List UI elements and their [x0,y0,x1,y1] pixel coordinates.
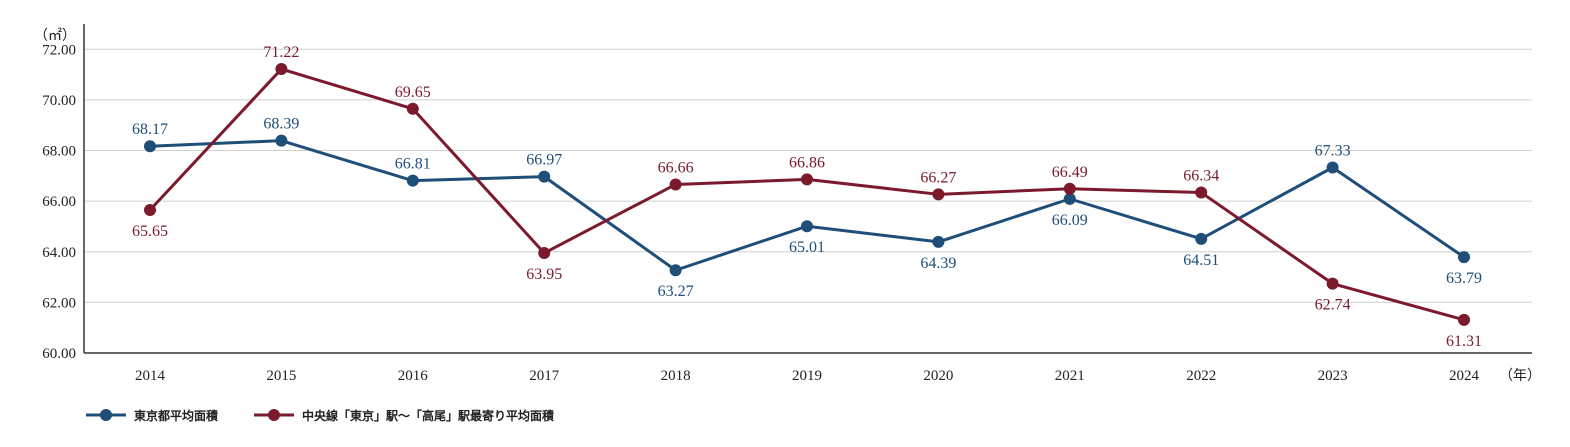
data-label-chuo-line: 66.27 [920,169,956,186]
data-label-tokyo: 68.17 [132,121,168,138]
x-tick-label: 2016 [398,368,429,384]
legend: 東京都平均面積 中央線「東京」駅〜「高尾」駅最寄り平均面積 [86,408,555,423]
x-tick-label: 2020 [923,368,953,384]
data-label-chuo-line: 71.22 [263,44,299,61]
data-point-chuo-line[interactable] [801,173,813,186]
data-point-chuo-line[interactable] [406,102,419,115]
series-line-chuo-line [148,67,1465,322]
data-label-chuo-line: 63.95 [526,266,562,283]
data-label-chuo-line: 66.34 [1183,168,1219,185]
series-group [144,63,1470,326]
data-point-chuo-line[interactable] [1326,277,1339,290]
y-tick-labels: 60.00 62.00 64.00 66.00 68.00 70.00 72.00 [42,42,76,362]
data-label-tokyo: 66.97 [526,152,562,169]
data-point-chuo-line[interactable] [1458,313,1470,326]
data-point-tokyo[interactable] [275,134,288,147]
legend-label-tokyo: 東京都平均面積 [134,408,219,423]
data-point-tokyo[interactable] [1326,161,1339,174]
series-chuo-line [144,63,1470,326]
data-label-tokyo: 67.33 [1315,142,1351,159]
data-point-chuo-line[interactable] [538,247,551,260]
data-label-tokyo: 63.27 [658,283,694,300]
y-tick-label: 60.00 [42,346,76,362]
x-tick-label: 2017 [529,368,560,384]
data-point-tokyo[interactable] [801,220,813,233]
x-tick-label: 2021 [1055,368,1085,384]
legend-marker-tokyo [100,409,112,421]
data-label-tokyo: 66.81 [395,156,431,173]
data-point-tokyo[interactable] [932,235,945,248]
x-tick-label: 2022 [1186,368,1216,384]
y-tick-label: 66.00 [42,194,76,210]
data-label-chuo-line: 66.86 [789,154,825,171]
data-label-tokyo: 64.39 [920,255,956,272]
x-axis-unit: （年） [1499,368,1541,384]
data-label-chuo-line: 61.31 [1446,333,1482,350]
data-point-chuo-line[interactable] [144,204,156,217]
y-tick-label: 70.00 [42,93,76,109]
y-tick-label: 62.00 [42,295,76,311]
data-label-chuo-line: 66.66 [658,159,694,176]
data-point-chuo-line[interactable] [669,178,682,191]
series-tokyo [144,134,1470,277]
legend-item-tokyo[interactable]: 東京都平均面積 [86,408,219,423]
data-labels: 68.17 68.39 66.81 66.97 63.27 65.01 64.39 66.09… [132,44,1482,350]
data-point-tokyo[interactable] [144,140,156,153]
data-label-tokyo: 63.79 [1446,270,1482,287]
y-axis-unit: （㎡） [34,28,76,44]
data-label-chuo-line: 62.74 [1315,297,1351,314]
data-label-chuo-line: 69.65 [395,84,431,101]
x-tick-label: 2018 [661,368,691,384]
data-point-tokyo[interactable] [669,264,682,277]
data-label-tokyo: 68.39 [263,116,299,133]
data-point-tokyo[interactable] [1195,232,1208,245]
y-tick-label: 64.00 [42,245,76,261]
data-point-tokyo[interactable] [538,170,551,183]
x-tick-label: 2019 [792,368,822,384]
data-point-chuo-line[interactable] [932,188,945,201]
x-tick-label: 2024 [1449,368,1480,384]
data-label-tokyo: 66.09 [1052,212,1088,229]
data-point-tokyo[interactable] [1063,192,1076,205]
legend-label-chuo-line: 中央線「東京」駅〜「高尾」駅最寄り平均面積 [302,408,555,423]
gridlines [84,48,1532,303]
data-label-tokyo: 65.01 [789,239,825,256]
data-point-chuo-line[interactable] [275,63,288,76]
data-point-tokyo[interactable] [1458,251,1470,264]
y-tick-label: 72.00 [42,42,76,58]
y-tick-label: 68.00 [42,144,76,160]
data-point-tokyo[interactable] [406,174,419,187]
x-tick-labels: 2014 2015 2016 2017 2018 2019 2020 2021 2022 2023… [135,368,1480,384]
data-label-tokyo: 64.51 [1183,252,1219,269]
data-label-chuo-line: 65.65 [132,223,168,240]
x-tick-label: 2023 [1318,368,1348,384]
data-point-chuo-line[interactable] [1195,186,1208,199]
x-tick-label: 2014 [135,368,166,384]
legend-marker-chuo-line [268,409,280,421]
data-label-chuo-line: 66.49 [1052,164,1088,181]
legend-item-chuo-line[interactable]: 中央線「東京」駅〜「高尾」駅最寄り平均面積 [254,408,555,423]
x-tick-label: 2015 [266,368,296,384]
data-point-chuo-line[interactable] [1063,182,1076,195]
